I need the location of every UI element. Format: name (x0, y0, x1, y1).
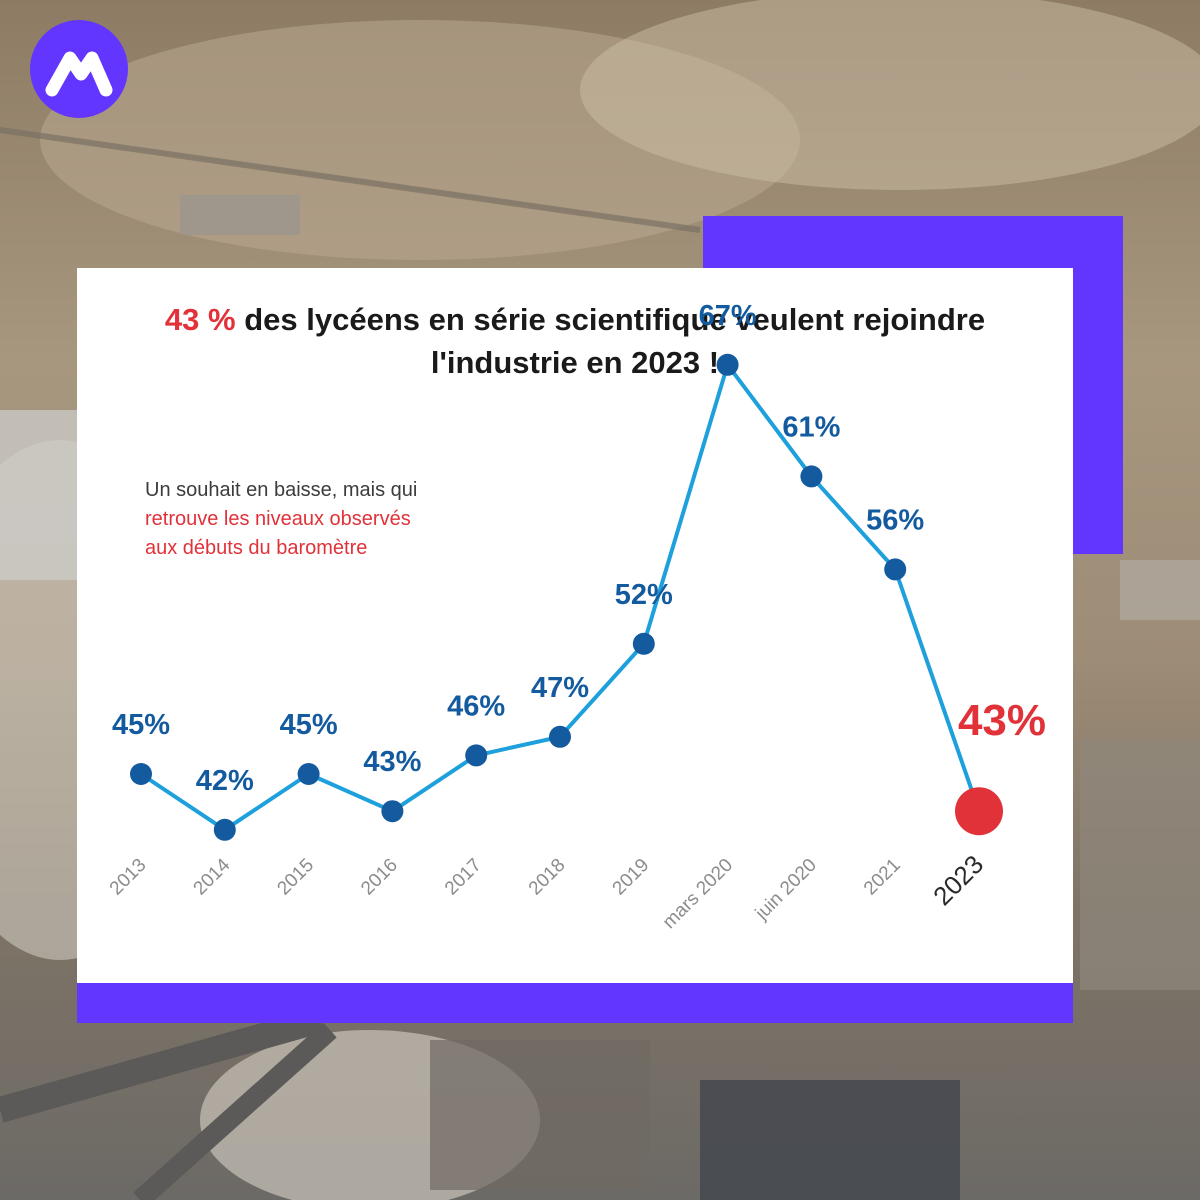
data-point (716, 353, 739, 376)
x-tick-label: 2018 (525, 855, 570, 900)
x-tick-label: juin 2020 (751, 855, 821, 925)
series-line (139, 362, 981, 832)
data-label: 47% (531, 672, 589, 704)
x-tick-label: mars 2020 (659, 855, 737, 933)
data-label: 45% (280, 709, 338, 741)
x-tick-label: 2021 (860, 855, 905, 900)
data-label: 42% (196, 765, 254, 797)
line-chart: 45% 2013 42% 2014 45% 2015 43% 2016 46% 2017 47% 20… (106, 300, 1046, 933)
data-point (800, 465, 823, 488)
data-label: 43% (363, 746, 421, 778)
annotation-line-3: aux débuts du baromètre (145, 537, 368, 559)
data-point (297, 763, 320, 785)
data-label: 67% (699, 300, 757, 332)
x-tick-label-highlight: 2023 (927, 849, 989, 911)
data-point (213, 818, 236, 841)
data-label: 56% (866, 504, 924, 536)
data-label: 46% (447, 690, 505, 722)
brand-m-logo-icon (45, 51, 113, 97)
chart-card: 43 % des lycéens en série scientifique v… (77, 268, 1073, 1023)
annotation-line-1: Un souhait en baisse, mais qui (145, 479, 418, 501)
x-tick-label: 2014 (190, 854, 235, 899)
x-tick-label: 2015 (273, 855, 318, 900)
data-point (465, 744, 488, 767)
data-point (130, 763, 152, 785)
headline-text: des lycéens en série scientifique veulen… (235, 302, 986, 380)
data-point (549, 725, 571, 748)
brand-logo[interactable] (30, 20, 128, 118)
accent-band-bottom (77, 983, 1073, 1023)
data-point (884, 558, 907, 581)
data-point (381, 800, 404, 823)
data-point (632, 632, 655, 655)
x-tick-label: 2019 (609, 855, 654, 900)
headline-highlight: 43 % (164, 302, 236, 337)
data-label: 45% (112, 709, 170, 741)
x-tick-label: 2017 (441, 855, 486, 900)
x-tick-label: 2013 (106, 855, 151, 900)
data-label: 52% (615, 579, 673, 611)
annotation-line-2: retrouve les niveaux observés (145, 508, 411, 530)
data-point-highlight (955, 787, 1003, 836)
chart-annotation: Un souhait en baisse, mais qui retrouve … (145, 476, 545, 563)
page-title: 43 % des lycéens en série scientifique v… (117, 298, 1033, 384)
data-label: 61% (782, 411, 840, 443)
x-tick-label: 2016 (357, 855, 402, 900)
data-label-highlight: 43% (958, 696, 1046, 745)
